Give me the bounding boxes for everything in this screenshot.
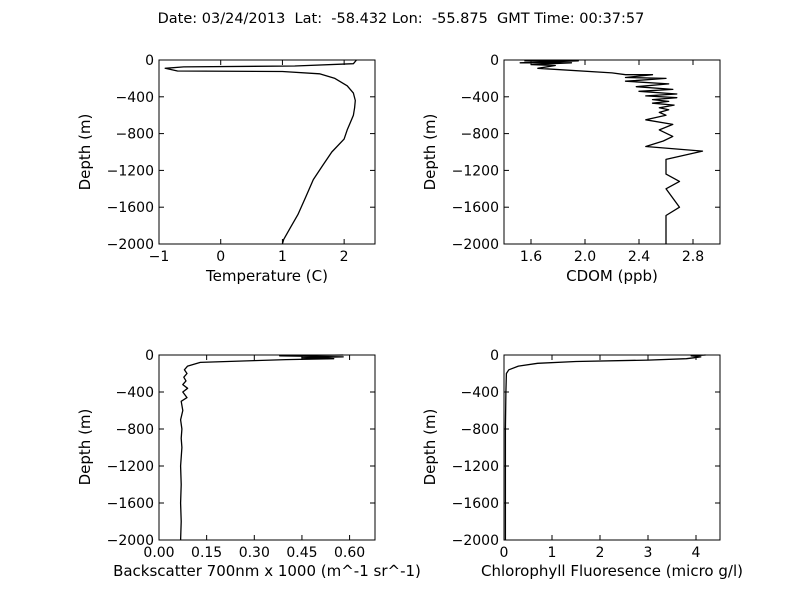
backscatter-x-tick-label: 0.30 bbox=[239, 545, 270, 561]
backscatter-x-tick-label: 0.60 bbox=[334, 545, 365, 561]
chlorophyll-y-tick-label: −2000 bbox=[452, 533, 499, 549]
chlorophyll-y-tick-label: −400 bbox=[461, 385, 499, 401]
temperature-x-axis-label: Temperature (C) bbox=[205, 267, 328, 285]
temperature-ticks: −1 0 1 2 0 −400 −800 −1200 −1600 −2000 bbox=[107, 53, 375, 265]
chlorophyll-x-tick-label: 0 bbox=[500, 545, 509, 561]
cdom-x-tick-label: 2.4 bbox=[628, 249, 650, 265]
chlorophyll-y-tick-label: −1200 bbox=[452, 459, 499, 475]
backscatter-y-tick-label: −800 bbox=[116, 422, 154, 438]
backscatter-x-tick-label: 0.45 bbox=[286, 545, 317, 561]
cdom-x-axis-label: CDOM (ppb) bbox=[566, 267, 658, 285]
cdom-y-tick-label: 0 bbox=[490, 53, 499, 69]
chlorophyll-y-tick-label: −800 bbox=[461, 422, 499, 438]
backscatter-ticks: 0.00 0.15 0.30 0.45 0.60 0 −400 −800 −1200 −1600 −… bbox=[107, 348, 375, 561]
cdom-x-tick-label: 1.6 bbox=[520, 249, 542, 265]
backscatter-panel: 0.00 0.15 0.30 0.45 0.60 0 −400 −800 −1200 −1600 −… bbox=[76, 348, 421, 580]
temperature-y-tick-label: −800 bbox=[116, 127, 154, 143]
temperature-panel: −1 0 1 2 0 −400 −800 −1200 −1600 −2000 Temperatur… bbox=[76, 53, 376, 285]
backscatter-x-tick-label: 0.00 bbox=[143, 545, 174, 561]
chlorophyll-x-tick-label: 3 bbox=[644, 545, 653, 561]
cdom-y-axis-label: Depth (m) bbox=[421, 114, 439, 191]
temperature-plot-frame bbox=[158, 59, 376, 245]
chlorophyll-x-tick-label: 2 bbox=[596, 545, 605, 561]
chlorophyll-x-axis-label: Chlorophyll Fluoresence (micro g/l) bbox=[481, 562, 743, 580]
temperature-y-axis-label: Depth (m) bbox=[76, 114, 94, 191]
backscatter-y-tick-label: −1600 bbox=[107, 496, 154, 512]
temperature-x-tick-label: −1 bbox=[149, 249, 170, 265]
backscatter-plot-frame bbox=[158, 354, 376, 541]
cdom-y-tick-label: −1200 bbox=[452, 163, 499, 179]
backscatter-y-tick-label: 0 bbox=[145, 348, 154, 364]
temperature-y-tick-label: 0 bbox=[145, 53, 154, 69]
figure-title: Date: 03/24/2013 Lat: -58.432 Lon: -55.8… bbox=[158, 11, 645, 27]
cdom-x-tick-label: 2.8 bbox=[682, 249, 704, 265]
temperature-x-tick-label: 2 bbox=[340, 249, 349, 265]
temperature-x-tick-label: 0 bbox=[216, 249, 225, 265]
temperature-y-tick-label: −1600 bbox=[107, 200, 154, 216]
cdom-plot-frame bbox=[503, 59, 721, 245]
cdom-profile-line bbox=[519, 60, 704, 244]
chlorophyll-y-tick-label: −1600 bbox=[452, 496, 499, 512]
chlorophyll-y-axis-label: Depth (m) bbox=[421, 409, 439, 486]
backscatter-y-tick-label: −1200 bbox=[107, 459, 154, 475]
cdom-y-tick-label: −2000 bbox=[452, 237, 499, 253]
backscatter-y-tick-label: −2000 bbox=[107, 533, 154, 549]
chlorophyll-x-tick-label: 1 bbox=[548, 545, 557, 561]
temperature-y-tick-label: −1200 bbox=[107, 163, 154, 179]
chlorophyll-plot-frame bbox=[503, 354, 721, 541]
cdom-x-tick-label: 2.0 bbox=[574, 249, 596, 265]
backscatter-y-axis-label: Depth (m) bbox=[76, 409, 94, 486]
chlorophyll-y-tick-label: 0 bbox=[490, 348, 499, 364]
temperature-x-tick-label: 1 bbox=[278, 249, 287, 265]
cdom-ticks: 1.6 2.0 2.4 2.8 0 −400 −800 −1200 −1600 −2000 bbox=[452, 53, 720, 265]
temperature-y-tick-label: −400 bbox=[116, 90, 154, 106]
cdom-y-tick-label: −1600 bbox=[452, 200, 499, 216]
chlorophyll-x-tick-label: 4 bbox=[692, 545, 701, 561]
cdom-y-tick-label: −800 bbox=[461, 127, 499, 143]
temperature-profile-line bbox=[164, 59, 357, 245]
backscatter-x-tick-label: 0.15 bbox=[191, 545, 222, 561]
temperature-y-tick-label: −2000 bbox=[107, 237, 154, 253]
chlorophyll-profile-line bbox=[504, 354, 706, 540]
backscatter-x-axis-label: Backscatter 700nm x 1000 (m^-1 sr^-1) bbox=[113, 562, 421, 580]
backscatter-profile-line bbox=[179, 354, 344, 541]
cdom-y-tick-label: −400 bbox=[461, 90, 499, 106]
cdom-panel: 1.6 2.0 2.4 2.8 0 −400 −800 −1200 −1600 −2000 CDO… bbox=[421, 53, 721, 285]
backscatter-y-tick-label: −400 bbox=[116, 385, 154, 401]
chlorophyll-panel: 0 1 2 3 4 0 −400 −800 −1200 −1600 −2000 Chlorophyl… bbox=[421, 348, 743, 580]
